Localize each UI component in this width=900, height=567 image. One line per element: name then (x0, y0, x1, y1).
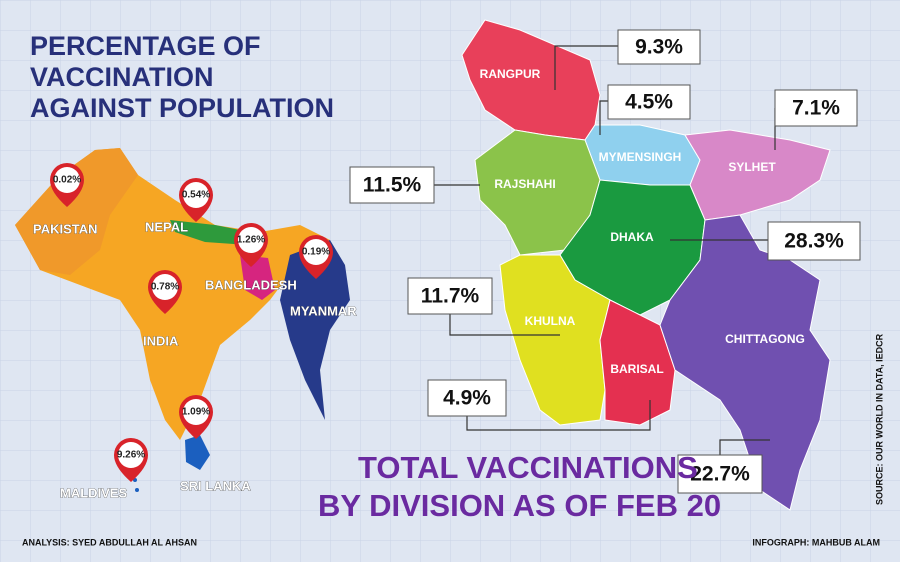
pin: 0.54% (179, 178, 213, 222)
bangladesh-map (461, 19, 831, 511)
country-label: MALDIVES (60, 485, 128, 500)
pin: 0.19% (299, 235, 333, 279)
pin: 1.26% (234, 223, 268, 267)
subtitle-line: BY DIVISION AS OF FEB 20 (318, 488, 721, 523)
pin-value: 0.54% (182, 190, 210, 201)
title-line: PERCENTAGE OF (30, 31, 261, 61)
pin-value: 9.26% (117, 450, 145, 461)
pin-value: 0.19% (302, 247, 330, 258)
credit-infograph: INFOGRAPH: MAHBUB ALAM (752, 537, 880, 547)
division-label: RAJSHAHI (494, 177, 555, 191)
value-box (767, 221, 861, 261)
country-label: INDIA (143, 333, 179, 348)
value-box (427, 379, 507, 417)
pin-value: 1.26% (237, 235, 265, 246)
subtitle: TOTAL VACCINATIONS BY DIVISION AS OF FEB… (318, 450, 721, 523)
subtitle-line: TOTAL VACCINATIONS (358, 450, 698, 485)
value-box (774, 89, 858, 127)
division-label: RANGPUR (480, 67, 541, 81)
credit-analysis: ANALYSIS: SYED ABDULLAH AL AHSAN (22, 537, 197, 547)
country-label: PAKISTAN (33, 221, 98, 236)
khulna-shape (499, 254, 611, 426)
country-label: MYANMAR (290, 303, 357, 318)
credit-source: SOURCE: OUR WORLD IN DATA, IEDCR (874, 333, 884, 505)
country-label: BANGLADESH (205, 277, 297, 292)
division-value: 4.9% (443, 387, 491, 410)
country-label: SRI LANKA (180, 478, 251, 493)
pin: 0.78% (148, 270, 182, 314)
value-box (677, 454, 763, 494)
division-label: CHITTAGONG (725, 332, 805, 346)
pin-value: 0.02% (53, 175, 81, 186)
country-pins: 0.02% 0.54% 1.26% 0.19% 0.78% 1.09% 9.26… (50, 163, 333, 482)
value-box (617, 29, 701, 65)
division-label: BARISAL (610, 362, 663, 376)
title: PERCENTAGE OF VACCINATION AGAINST POPULA… (30, 31, 334, 123)
leader-line (449, 313, 560, 336)
country-labels: PAKISTAN NEPAL BANGLADESH MYANMAR INDIA … (33, 219, 358, 501)
dhaka-shape (559, 179, 706, 316)
division-label: DHAKA (610, 230, 654, 244)
leader-line (466, 400, 651, 431)
division-value: 28.3% (784, 230, 844, 253)
value-box (607, 84, 691, 120)
barisal-shape (599, 299, 676, 426)
nepal-shape (170, 220, 250, 245)
country-label: NEPAL (145, 219, 188, 234)
division-label: MYMENSINGH (599, 150, 682, 164)
title-line: VACCINATION (30, 62, 214, 92)
division-values: 9.3% 4.5% 7.1% 11.5% 28.3% 11.7% 4.9% 22… (349, 29, 861, 494)
value-box (349, 166, 435, 204)
division-label: SYLHET (728, 160, 776, 174)
division-value: 7.1% (792, 97, 840, 120)
pin: 1.09% (179, 395, 213, 439)
pin-value: 0.78% (151, 282, 179, 293)
division-value: 11.5% (363, 174, 422, 197)
division-value: 4.5% (625, 91, 673, 114)
leader-line (719, 439, 770, 455)
division-labels: RANGPUR MYMENSINGH SYLHET RAJSHAHI DHAKA… (480, 67, 805, 376)
title-line: AGAINST POPULATION (30, 93, 334, 123)
credits: ANALYSIS: SYED ABDULLAH AL AHSAN INFOGRA… (22, 333, 884, 547)
leader-line (554, 45, 620, 90)
maldives-shape (135, 488, 139, 492)
pakistan-shape (15, 148, 138, 275)
division-value: 22.7% (690, 463, 750, 486)
leader-lines (432, 45, 776, 455)
bangladesh-shape (240, 255, 275, 300)
value-box (407, 277, 493, 315)
myanmar-shape (280, 240, 350, 420)
division-value: 9.3% (635, 36, 683, 59)
sylhet-shape (684, 129, 831, 221)
division-label: KHULNA (525, 314, 576, 328)
srilanka-shape (185, 435, 210, 470)
pin: 0.02% (50, 163, 84, 207)
division-value: 11.7% (421, 285, 480, 308)
pin-value: 1.09% (182, 407, 210, 418)
leader-line (599, 100, 610, 135)
pin: 9.26% (114, 438, 148, 482)
